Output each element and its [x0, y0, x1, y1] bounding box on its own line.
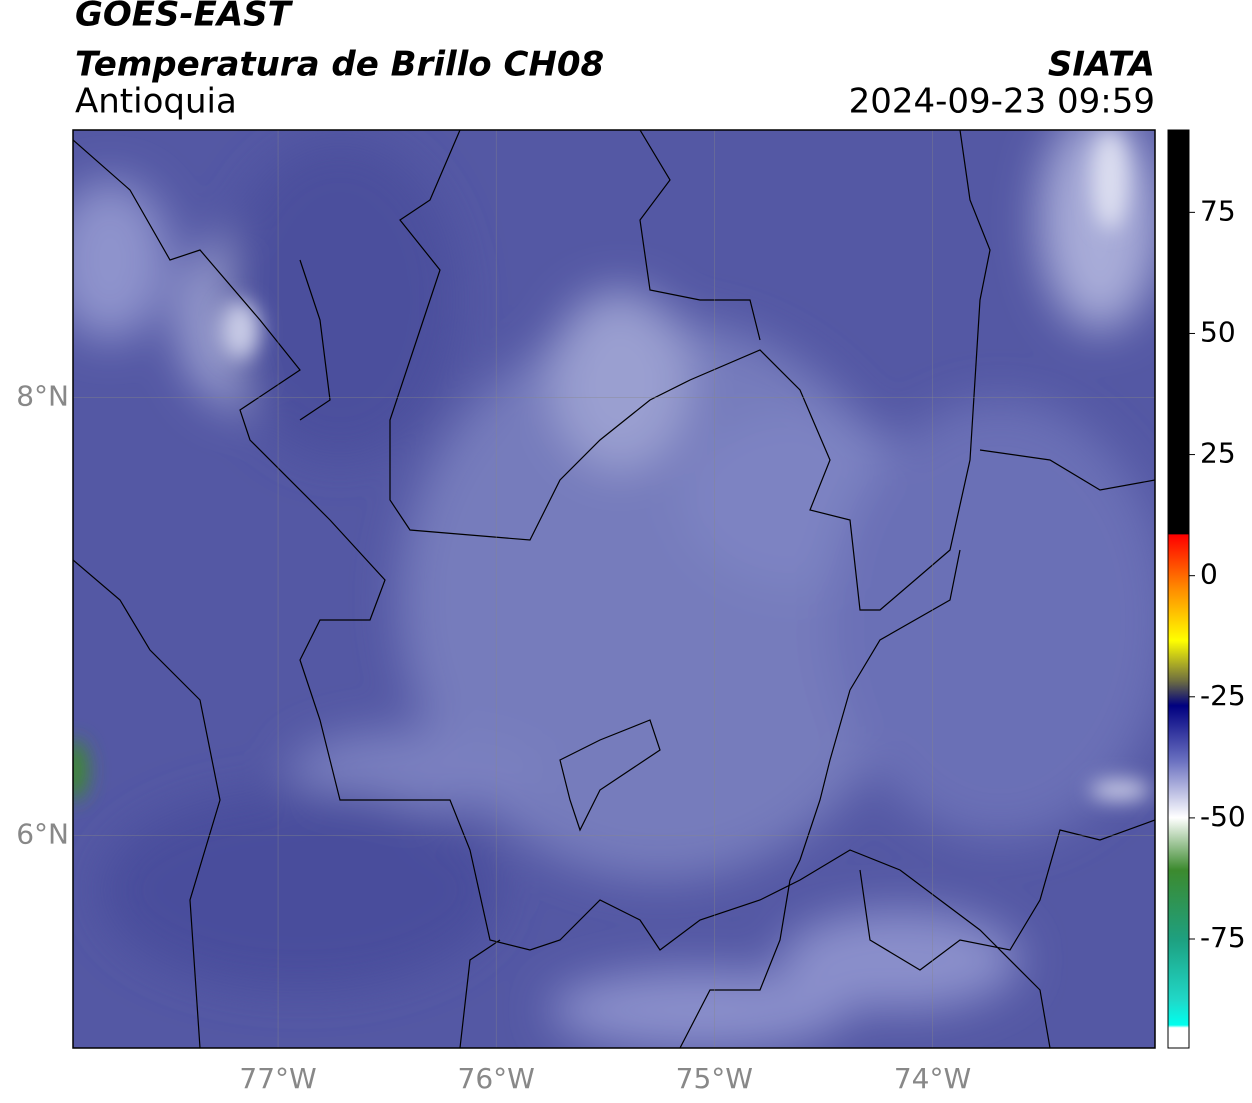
y-tick-label: 6°N — [16, 817, 69, 850]
colorbar-tick-label: 75 — [1200, 194, 1236, 227]
region: Antioquia — [75, 82, 237, 122]
subtitle: Temperatura de Brillo CH08 — [75, 45, 604, 85]
colorbar-tick-label: -25 — [1200, 679, 1246, 712]
colorbar-tick-label: -50 — [1200, 800, 1246, 833]
colorbar-tick-label: 25 — [1200, 437, 1236, 470]
colorbar-tick-label: 50 — [1200, 315, 1236, 348]
colorbar-tick-label: -75 — [1200, 921, 1246, 954]
x-tick-label: 74°W — [894, 1062, 971, 1095]
colorbar-tick-label: 0 — [1200, 558, 1218, 591]
map-frame — [72, 129, 1156, 1049]
timestamp: 2024-09-23 09:59 — [849, 82, 1155, 122]
colorbar — [1167, 129, 1190, 1049]
x-tick-label: 76°W — [458, 1062, 535, 1095]
title: GOES-EAST — [75, 0, 294, 35]
source: SIATA — [1048, 45, 1155, 85]
x-tick-label: 75°W — [676, 1062, 753, 1095]
map-image — [73, 130, 1155, 1048]
y-tick-label: 8°N — [16, 379, 69, 412]
x-tick-label: 77°W — [239, 1062, 316, 1095]
graticule — [73, 130, 1155, 1048]
